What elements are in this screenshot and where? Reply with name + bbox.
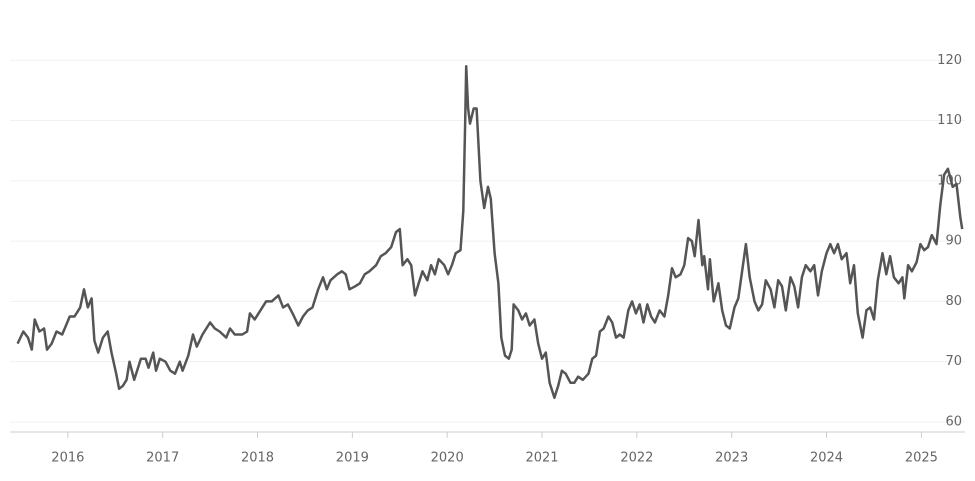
- y-tick-label: 110: [937, 113, 962, 128]
- x-tick-label: 2018: [241, 451, 274, 466]
- x-tick-label: 2021: [525, 451, 558, 466]
- x-tick-label: 2024: [810, 451, 843, 466]
- y-tick-label: 70: [945, 354, 962, 369]
- x-tick-label: 2019: [336, 451, 369, 466]
- x-tick-label: 2023: [715, 451, 748, 466]
- x-tick-label: 2022: [620, 451, 653, 466]
- data-line: [16, 65, 964, 400]
- y-tick-label: 120: [937, 53, 962, 68]
- x-tick-label: 2017: [146, 451, 179, 466]
- y-tick-label: 90: [945, 234, 962, 249]
- x-tick-label: 2016: [51, 451, 84, 466]
- y-tick-label: 60: [945, 414, 962, 429]
- x-tick-label: 2025: [905, 451, 938, 466]
- y-tick-label: 80: [945, 294, 962, 309]
- x-tick-label: 2020: [431, 451, 464, 466]
